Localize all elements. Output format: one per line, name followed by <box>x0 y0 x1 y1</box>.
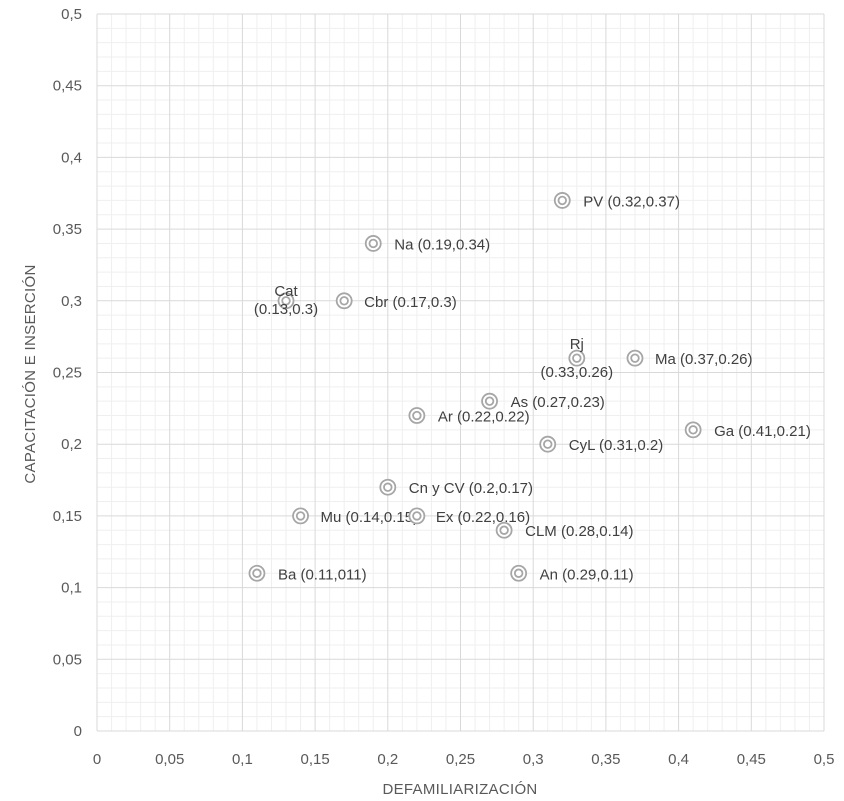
data-point-ba: Ba (0.11,011) <box>248 564 367 583</box>
x-tick-label: 0,1 <box>232 751 253 768</box>
marker-outer-ring <box>510 564 528 582</box>
marker-inner-ring <box>557 195 567 206</box>
data-label: As (0.27,0.23) <box>511 394 605 411</box>
data-point-as: As (0.27,0.23) <box>481 392 605 411</box>
marker-outer-ring <box>481 392 498 410</box>
y-tick-label: 0,15 <box>53 508 82 525</box>
x-tick-label: 0,4 <box>668 751 689 768</box>
y-tick-label: 0,35 <box>53 221 82 238</box>
x-axis-title: DEFAMILIARIZACIÓN <box>382 781 537 798</box>
data-label: Cat <box>274 283 298 300</box>
x-tick-label: 0,5 <box>814 751 835 768</box>
x-tick-label: 0,15 <box>300 751 329 768</box>
x-tick-label: 0,05 <box>155 751 184 768</box>
data-point-clm: CLM (0.28,0.14) <box>495 521 634 540</box>
data-point-ga: Ga (0.41,0.21) <box>684 421 811 440</box>
major-gridlines <box>96 13 825 732</box>
y-axis-ticks: 0 0,05 0,1 0,15 0,2 0,25 0,3 0,35 0,4 0,45 0,5 <box>53 6 82 740</box>
y-tick-label: 0,45 <box>53 78 82 95</box>
marker-outer-ring <box>626 349 644 367</box>
data-label: (0.13,0.3) <box>254 301 318 318</box>
data-point-cbr: Cbr (0.17,0.3) <box>335 292 457 311</box>
y-tick-label: 0,1 <box>61 580 82 597</box>
y-tick-label: 0,05 <box>53 651 82 668</box>
x-axis-ticks: 0 0,05 0,1 0,15 0,2 0,25 0,3 0,35 0,4 0,45 0,5 <box>93 751 835 768</box>
y-tick-label: 0,5 <box>61 6 82 23</box>
marker-outer-ring <box>568 349 586 367</box>
marker-inner-ring <box>484 396 495 406</box>
marker-outer-ring <box>292 507 309 525</box>
marker-inner-ring <box>295 511 306 521</box>
data-label: CLM (0.28,0.14) <box>525 523 633 540</box>
y-axis-title: CAPACITACIÓN E INSERCIÓN <box>22 264 39 483</box>
data-point-cat: Cat(0.13,0.3) <box>254 283 318 318</box>
data-points: PV (0.32,0.37) Na (0.19,0.34) Cat(0.13,0.3… <box>248 192 811 583</box>
data-label: Ga (0.41,0.21) <box>714 423 811 440</box>
marker-inner-ring <box>368 238 378 249</box>
marker-inner-ring <box>543 439 553 449</box>
marker-inner-ring <box>630 353 640 363</box>
x-tick-label: 0,45 <box>737 751 766 768</box>
data-label: Mu (0.14,0.15) <box>321 509 419 526</box>
marker-outer-ring <box>335 292 353 310</box>
x-tick-label: 0,2 <box>377 751 398 768</box>
data-label: CyL (0.31,0.2) <box>569 437 664 454</box>
marker-inner-ring <box>339 296 349 306</box>
data-point-an: An (0.29,0.11) <box>510 564 634 583</box>
marker-outer-ring <box>408 407 426 424</box>
x-tick-label: 0,3 <box>523 751 544 768</box>
marker-inner-ring <box>412 410 422 421</box>
marker-inner-ring <box>688 425 698 435</box>
marker-outer-ring <box>364 235 382 252</box>
y-tick-label: 0,25 <box>53 365 82 382</box>
marker-inner-ring <box>281 296 291 306</box>
marker-inner-ring <box>572 353 582 363</box>
y-tick-label: 0 <box>74 723 82 740</box>
data-label: Rj <box>570 336 584 353</box>
data-point-ex: Ex (0.22,0.16) <box>408 507 530 526</box>
x-tick-label: 0 <box>93 751 101 768</box>
data-label: Na (0.19,0.34) <box>394 236 490 253</box>
marker-inner-ring <box>499 525 509 535</box>
marker-outer-ring <box>539 435 557 453</box>
marker-outer-ring <box>495 521 513 539</box>
marker-outer-ring <box>379 478 397 496</box>
data-label: (0.33,0.26) <box>541 364 614 381</box>
data-point-pv: PV (0.32,0.37) <box>553 192 680 210</box>
marker-inner-ring <box>412 511 422 521</box>
data-label: An (0.29,0.11) <box>540 566 634 583</box>
data-label: PV (0.32,0.37) <box>583 193 680 210</box>
data-label: Cbr (0.17,0.3) <box>364 294 457 311</box>
data-point-cn-y-cv: Cn y CV (0.2,0.17) <box>379 478 533 497</box>
data-point-mu: Mu (0.14,0.15) <box>292 507 419 526</box>
marker-inner-ring <box>383 482 393 492</box>
data-label: Cn y CV (0.2,0.17) <box>409 480 533 497</box>
marker-inner-ring <box>513 568 524 578</box>
data-label: Ba (0.11,011) <box>278 566 367 583</box>
marker-outer-ring <box>408 507 426 525</box>
data-point-ma: Ma (0.37,0.26) <box>626 349 753 368</box>
marker-outer-ring <box>553 192 571 209</box>
data-label: Ex (0.22,0.16) <box>436 509 530 526</box>
marker-outer-ring <box>248 564 266 582</box>
y-tick-label: 0,3 <box>61 293 82 310</box>
data-point-na: Na (0.19,0.34) <box>364 235 490 253</box>
marker-outer-ring <box>684 421 702 439</box>
data-point-rj: Rj (0.33,0.26) <box>541 336 614 381</box>
data-label: Ma (0.37,0.26) <box>655 351 753 368</box>
y-tick-label: 0,2 <box>61 436 82 453</box>
data-point-ar: Ar (0.22,0.22) <box>408 407 530 426</box>
data-point-cyl: CyL (0.31,0.2) <box>539 435 664 454</box>
x-tick-label: 0,35 <box>591 751 620 768</box>
x-tick-label: 0,25 <box>446 751 475 768</box>
marker-outer-ring <box>277 292 295 310</box>
data-label: Ar (0.22,0.22) <box>438 409 530 426</box>
marker-inner-ring <box>252 568 262 578</box>
y-tick-label: 0,4 <box>61 149 82 166</box>
